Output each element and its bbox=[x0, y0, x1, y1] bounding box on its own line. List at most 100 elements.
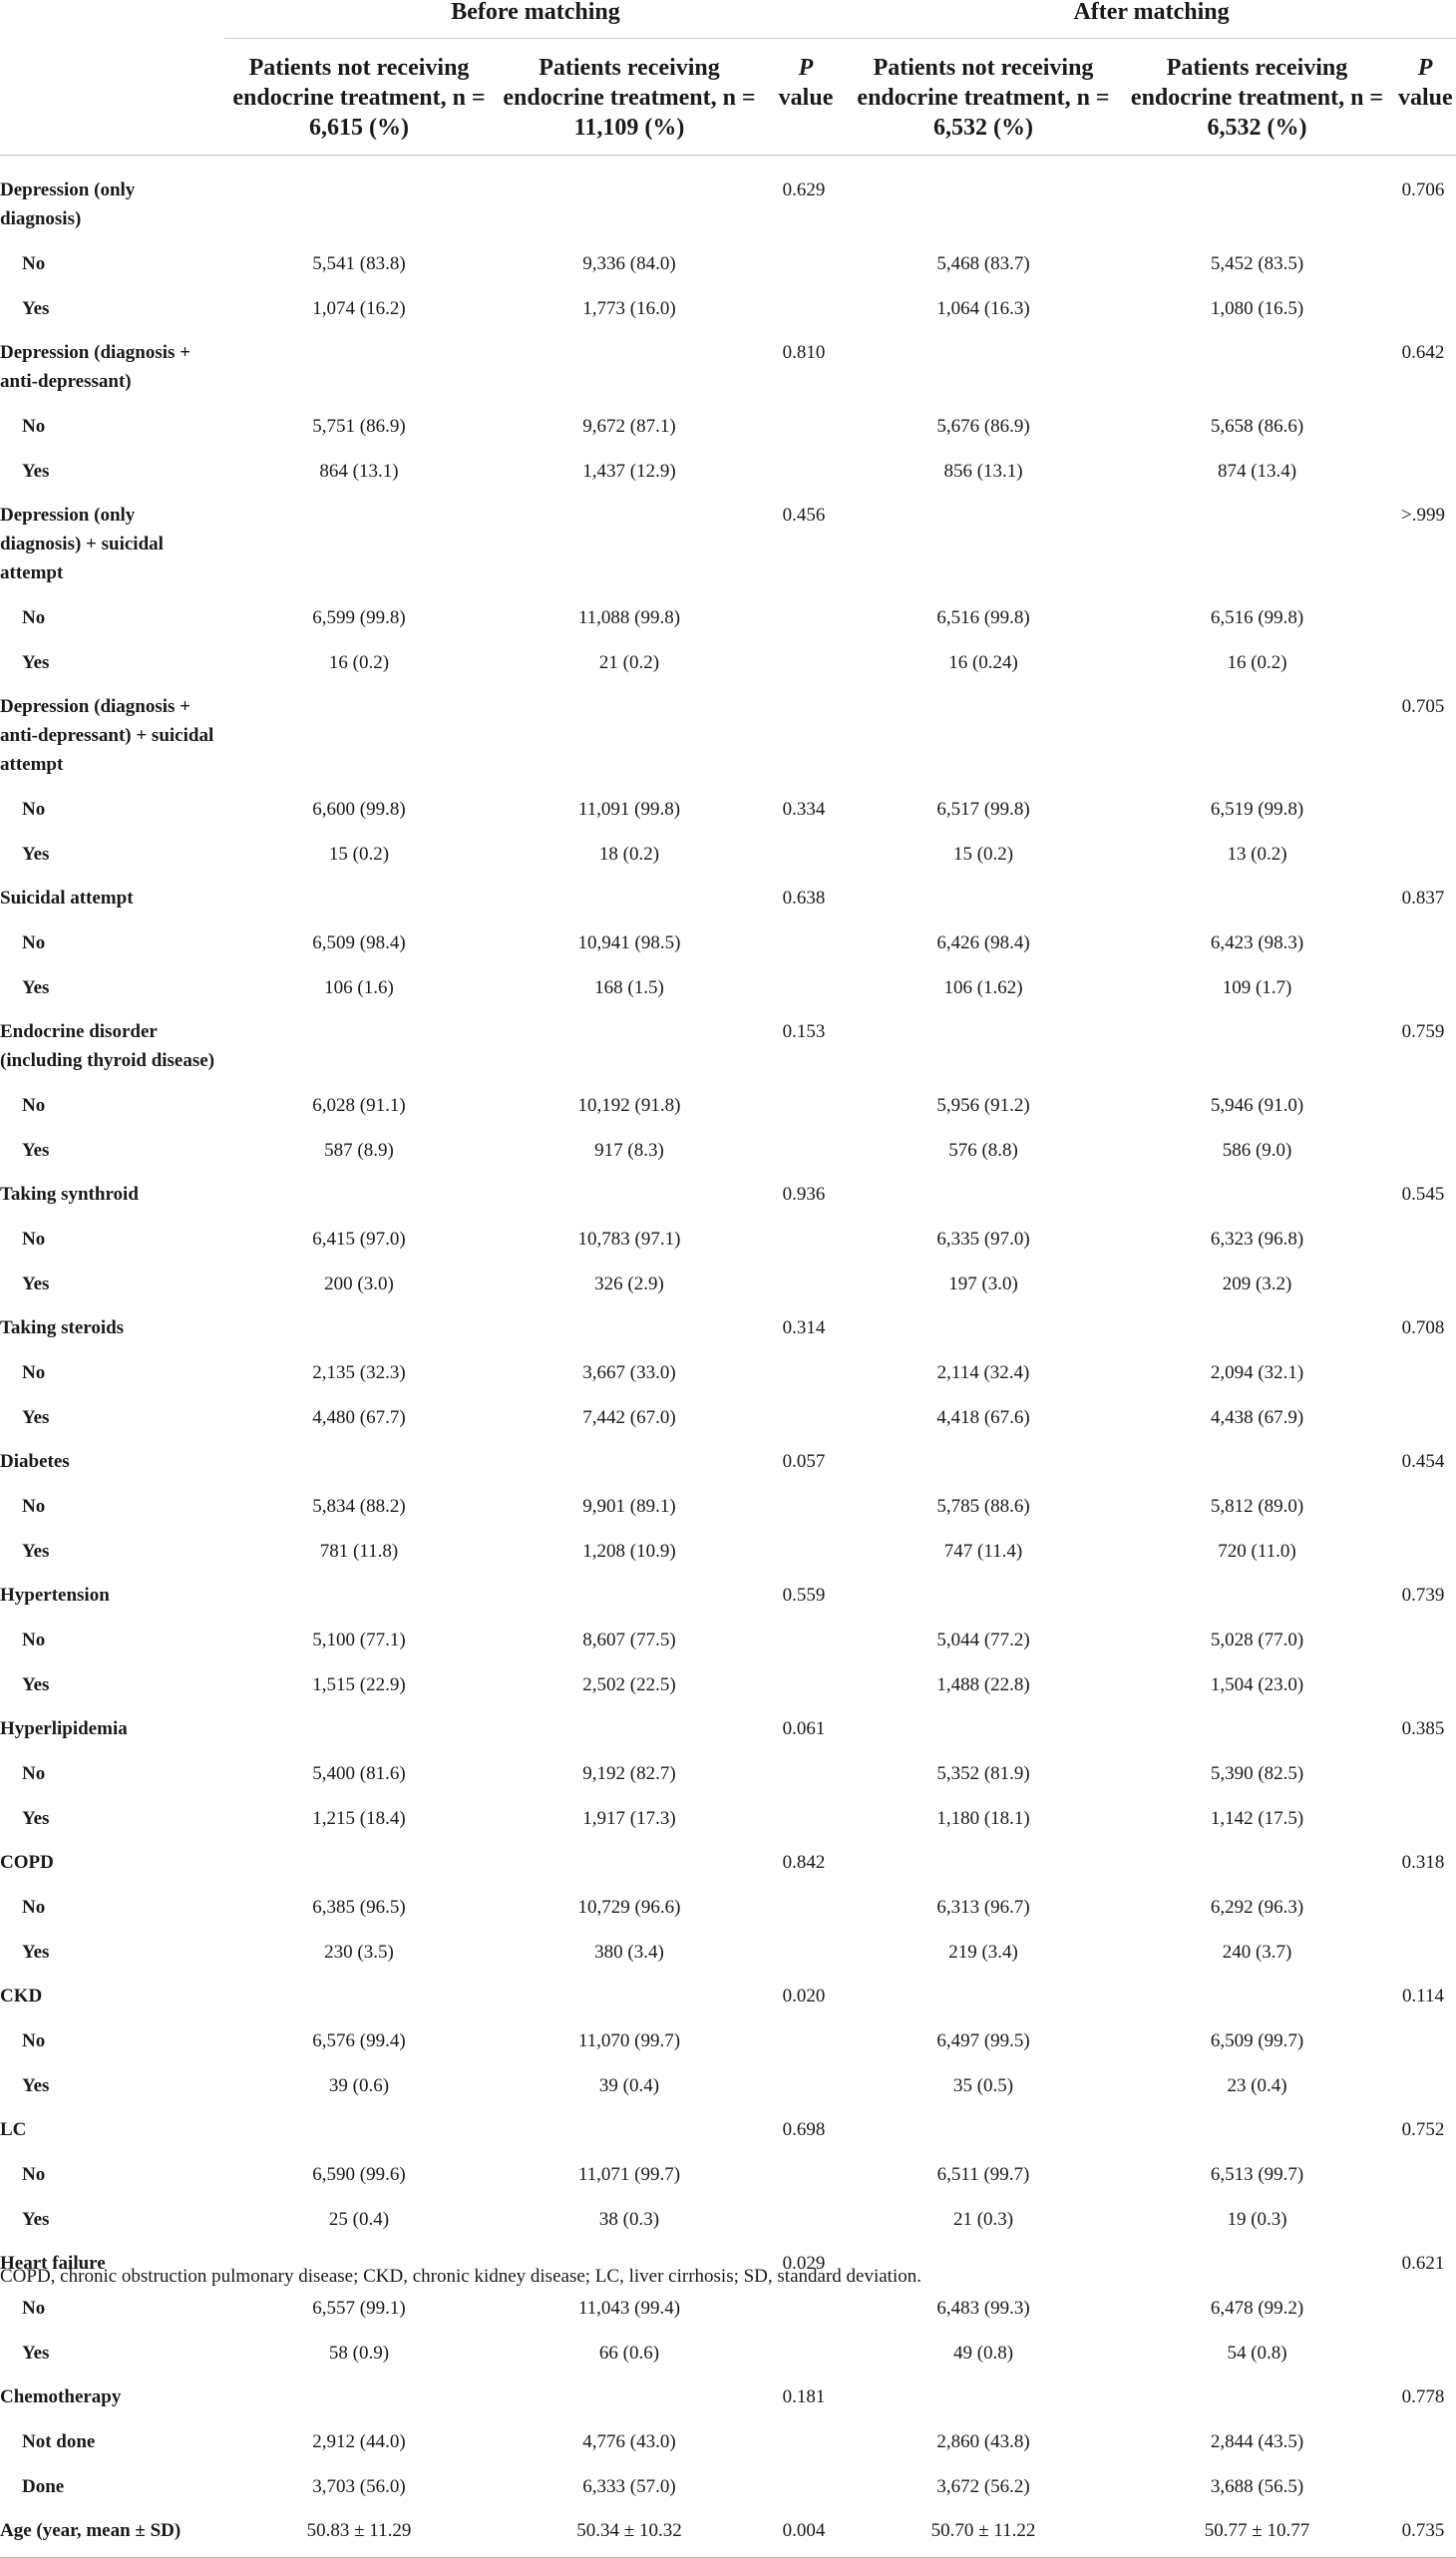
after-p-value: 0.545 bbox=[1401, 1184, 1445, 1205]
before-receiving-value bbox=[494, 1440, 765, 1484]
before-receiving-value: 9,901 (89.1) bbox=[582, 1496, 676, 1517]
after-p-value bbox=[1394, 241, 1456, 286]
before-receiving-value: 11,070 (99.7) bbox=[577, 2030, 681, 2051]
after-p-value bbox=[1394, 286, 1456, 331]
category-row: Yes 781 (11.8) 1,208 (10.9) 747 (11.4) 720 (… bbox=[0, 1529, 1456, 1574]
before-p-value: 0.061 bbox=[782, 1718, 826, 1739]
before-not-value: 6,599 (99.8) bbox=[312, 607, 406, 628]
category-row: Yes 1,215 (18.4) 1,917 (17.3) 1,180 (18.1) 1… bbox=[0, 1796, 1456, 1841]
variable-row: Diabetes 0.057 0.454 bbox=[0, 1440, 1456, 1484]
after-receiving-value bbox=[1120, 1010, 1394, 1083]
before-p-value bbox=[765, 2152, 847, 2197]
after-p-value bbox=[1394, 2286, 1456, 2331]
row-label: Depression (only diagnosis) bbox=[0, 180, 136, 229]
variable-row: Depression (diagnosis + anti-depressant)… bbox=[0, 685, 1456, 787]
after-p-value: 0.739 bbox=[1401, 1585, 1445, 1606]
after-p-value: 0.318 bbox=[1401, 1852, 1445, 1873]
header-group-row: Before matching After matching bbox=[0, 0, 1456, 39]
row-label: Diabetes bbox=[0, 1451, 70, 1472]
after-receiving-value: 4,438 (67.9) bbox=[1210, 1407, 1304, 1428]
header-after-receiving: Patients receiving endocrine treatment, … bbox=[1120, 38, 1395, 156]
before-p-value bbox=[765, 595, 847, 640]
table-footnote: COPD, chronic obstruction pulmonary dise… bbox=[0, 2266, 921, 2287]
after-not-value: 5,956 (91.2) bbox=[936, 1095, 1030, 1116]
before-p-value bbox=[765, 685, 847, 787]
after-receiving-value bbox=[1120, 2242, 1394, 2286]
category-row: No 6,385 (96.5) 10,729 (96.6) 6,313 (96.7) 6… bbox=[0, 1885, 1456, 1930]
p-italic: P bbox=[798, 55, 814, 81]
row-label: Yes bbox=[22, 2343, 50, 2364]
before-not-value: 2,912 (44.0) bbox=[312, 2431, 406, 2452]
before-p-value: 0.153 bbox=[782, 1021, 826, 1042]
before-p-value bbox=[765, 2018, 847, 2063]
category-row: No 6,599 (99.8) 11,088 (99.8) 6,516 (99.8) 6… bbox=[0, 595, 1456, 640]
before-not-value: 587 (8.9) bbox=[324, 1140, 394, 1161]
after-receiving-value: 586 (9.0) bbox=[1222, 1140, 1292, 1161]
after-receiving-value bbox=[1120, 877, 1394, 920]
before-receiving-value: 21 (0.2) bbox=[598, 652, 660, 673]
variable-row: COPD 0.842 0.318 bbox=[0, 1841, 1456, 1885]
row-label: Yes bbox=[22, 1407, 50, 1428]
row-label: No bbox=[22, 2030, 46, 2051]
after-p-value bbox=[1394, 1395, 1456, 1440]
after-p-value bbox=[1394, 2464, 1456, 2509]
before-not-value bbox=[224, 1306, 494, 1350]
before-not-value bbox=[224, 331, 494, 404]
row-label: Yes bbox=[22, 1274, 50, 1294]
before-not-value: 1,074 (16.2) bbox=[312, 298, 406, 319]
before-p-value: 0.057 bbox=[782, 1451, 826, 1472]
variable-row: Endocrine disorder (including thyroid di… bbox=[0, 1010, 1456, 1083]
after-p-value bbox=[1394, 1885, 1456, 1930]
after-p-value bbox=[1394, 1618, 1456, 1662]
variable-row: Depression (diagnosis + anti-depressant)… bbox=[0, 331, 1456, 404]
after-receiving-value: 874 (13.4) bbox=[1217, 461, 1297, 482]
row-label: Yes bbox=[22, 652, 50, 673]
after-not-value: 6,483 (99.3) bbox=[936, 2298, 1030, 2319]
after-p-value bbox=[1394, 920, 1456, 965]
category-row: Yes 15 (0.2) 18 (0.2) 15 (0.2) 13 (0.2) bbox=[0, 832, 1456, 877]
after-receiving-value bbox=[1120, 2108, 1394, 2152]
after-not-value: 576 (8.8) bbox=[948, 1140, 1018, 1161]
after-p-value: 0.642 bbox=[1401, 342, 1445, 363]
p-value-label: value bbox=[778, 85, 834, 111]
before-not-value: 16 (0.2) bbox=[328, 652, 390, 673]
row-label: Yes bbox=[22, 298, 50, 319]
after-not-value: 35 (0.5) bbox=[952, 2075, 1014, 2096]
variable-row: LC 0.698 0.752 bbox=[0, 2108, 1456, 2152]
row-label: Taking steroids bbox=[0, 1317, 125, 1338]
before-receiving-value: 9,336 (84.0) bbox=[582, 253, 676, 274]
after-not-value: 106 (1.62) bbox=[943, 977, 1023, 998]
before-receiving-value bbox=[494, 1841, 765, 1885]
before-not-value bbox=[224, 1173, 494, 1217]
before-not-value: 6,576 (99.4) bbox=[312, 2030, 406, 2051]
variable-row: Depression (only diagnosis) 0.629 0.706 bbox=[0, 156, 1456, 242]
before-p-value bbox=[765, 2464, 847, 2509]
before-receiving-value: 10,192 (91.8) bbox=[577, 1095, 681, 1116]
after-p-value bbox=[1394, 2063, 1456, 2108]
before-receiving-value: 39 (0.4) bbox=[598, 2075, 660, 2096]
category-row: Yes 106 (1.6) 168 (1.5) 106 (1.62) 109 (1.7) bbox=[0, 965, 1456, 1010]
category-row: Yes 230 (3.5) 380 (3.4) 219 (3.4) 240 (3.7) bbox=[0, 1930, 1456, 1975]
before-p-value bbox=[765, 1484, 847, 1529]
after-p-value bbox=[1394, 1662, 1456, 1707]
before-not-value: 4,480 (67.7) bbox=[312, 1407, 406, 1428]
before-p-value: 0.559 bbox=[782, 1585, 826, 1606]
category-row: No 5,751 (86.9) 9,672 (87.1) 5,676 (86.9) 5,… bbox=[0, 404, 1456, 449]
header-empty-cell bbox=[0, 0, 224, 39]
before-p-value bbox=[765, 449, 847, 494]
before-p-value: 0.936 bbox=[782, 1184, 826, 1205]
before-not-value: 781 (11.8) bbox=[319, 1541, 399, 1562]
category-row: Yes 1,515 (22.9) 2,502 (22.5) 1,488 (22.8) 1… bbox=[0, 1662, 1456, 1707]
after-p-value: 0.778 bbox=[1401, 2386, 1445, 2407]
before-not-value: 5,541 (83.8) bbox=[312, 253, 406, 274]
row-label: No bbox=[22, 1630, 46, 1650]
before-receiving-value bbox=[494, 1574, 765, 1618]
row-label: Yes bbox=[22, 461, 50, 482]
after-not-value: 49 (0.8) bbox=[952, 2343, 1014, 2364]
after-p-value bbox=[1394, 1083, 1456, 1128]
row-label: No bbox=[22, 1229, 46, 1250]
row-label: Age (year, mean ± SD) bbox=[0, 2509, 224, 2558]
after-p-value: 0.385 bbox=[1401, 1718, 1445, 1739]
before-not-value bbox=[224, 2108, 494, 2152]
